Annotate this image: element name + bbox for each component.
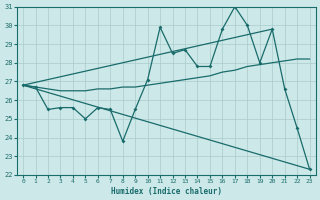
X-axis label: Humidex (Indice chaleur): Humidex (Indice chaleur) <box>111 187 222 196</box>
